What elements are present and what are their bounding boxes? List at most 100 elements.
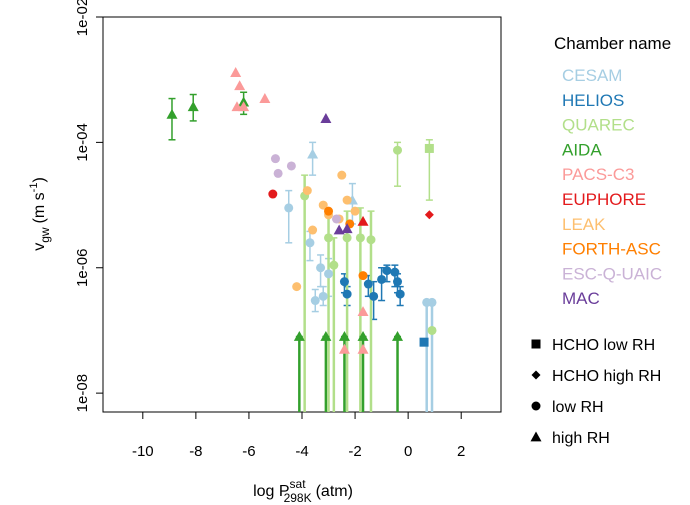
legend-entry: LEAK: [562, 215, 606, 234]
x-tick-label: 2: [457, 443, 465, 460]
data-point: [395, 289, 405, 299]
legend-shape-label: HCHO high RH: [552, 368, 661, 385]
x-axis: -10 -8 -6 -4 -2 0 2: [132, 412, 465, 460]
legend-shape-marker: [531, 370, 541, 380]
data-point: [357, 215, 369, 226]
data-point: [316, 263, 326, 273]
data-point: [305, 238, 315, 248]
y-axis-title: vgw(m s-1): [28, 177, 52, 251]
data-point: [308, 225, 318, 235]
data-point: [259, 93, 271, 103]
data-point: [187, 101, 199, 112]
legend-entry: ESC-Q-UAIC: [562, 264, 662, 283]
x-tick-label: -4: [295, 443, 308, 460]
data-point: [324, 269, 334, 279]
data-point: [238, 101, 250, 112]
data-point: [339, 277, 349, 287]
data-point: [320, 331, 332, 341]
data-point: [331, 214, 341, 224]
data-point: [270, 154, 280, 164]
legend-entry: MAC: [562, 289, 600, 308]
data-point: [302, 186, 312, 196]
plot-frame: [102, 16, 502, 413]
x-axis-title: log Psat 298K (atm): [253, 477, 353, 505]
data-point: [333, 224, 345, 235]
data-point: [338, 331, 350, 341]
data-point: [357, 343, 369, 354]
legend: Chamber name: [554, 34, 671, 53]
data-point: [307, 148, 319, 159]
y-tick-label: 1e-02: [74, 0, 91, 36]
legend-entry: CESAM: [562, 66, 622, 85]
legend-title: Chamber name: [554, 34, 671, 53]
data-point: [337, 170, 347, 180]
data-point: [342, 233, 352, 243]
data-point: [234, 80, 246, 91]
data-point: [390, 267, 400, 277]
data-point: [320, 113, 332, 123]
data-point: [342, 289, 352, 299]
legend-shape-marker: [531, 339, 541, 349]
data-point: [318, 291, 328, 301]
data-point: [366, 235, 376, 245]
data-point: [324, 233, 334, 243]
data-point: [318, 200, 328, 210]
data-point: [393, 277, 403, 287]
data-point: [357, 331, 369, 341]
data-point: [273, 168, 283, 178]
data-point: [284, 203, 294, 213]
data-points: [166, 67, 437, 354]
legend-entry: AIDA: [562, 140, 602, 159]
data-point: [338, 343, 350, 354]
legend-shape-label: high RH: [552, 430, 610, 447]
data-point: [292, 282, 302, 292]
x-tick-label: -2: [348, 443, 361, 460]
legend-entry: EUPHORE: [562, 190, 646, 209]
data-point: [342, 195, 352, 205]
data-point: [230, 67, 242, 77]
y-tick-label: 1e-06: [74, 249, 91, 287]
legend-shape-marker: [530, 431, 542, 442]
data-point: [393, 145, 403, 155]
data-point: [357, 306, 369, 316]
data-point: [286, 161, 296, 171]
data-point: [419, 337, 429, 347]
data-point: [392, 331, 404, 341]
y-tick-label: 1e-08: [74, 374, 91, 412]
legend-entry: HELIOS: [562, 91, 624, 110]
legend-entry: QUAREC: [562, 116, 635, 135]
data-point: [363, 279, 373, 289]
data-point: [358, 271, 368, 281]
data-point: [329, 260, 339, 270]
data-point: [293, 331, 305, 341]
data-point: [369, 291, 379, 301]
data-point: [377, 274, 387, 284]
x-tick-label: 0: [404, 443, 412, 460]
data-point: [382, 266, 392, 276]
data-point: [166, 108, 178, 119]
data-point: [324, 206, 334, 216]
x-tick-label: -8: [189, 443, 202, 460]
data-point: [424, 210, 434, 220]
data-point: [310, 296, 320, 306]
data-point: [424, 143, 434, 153]
legend-entry: FORTH-ASC: [562, 240, 661, 259]
data-point: [341, 223, 353, 234]
y-axis: 1e-08 1e-06 1e-04 1e-02: [74, 0, 103, 412]
data-point: [427, 297, 437, 307]
legend-entry: PACS-C3: [562, 165, 634, 184]
legend-shape-label: HCHO low RH: [552, 337, 655, 354]
data-point: [350, 206, 360, 216]
x-tick-label: -6: [242, 443, 255, 460]
legend-shapes: HCHO low RH HCHO high RH low RH high RH: [530, 337, 661, 447]
data-point: [427, 325, 437, 335]
x-tick-label: -10: [132, 443, 154, 460]
y-tick-label: 1e-04: [74, 123, 91, 161]
error-bars: [168, 91, 436, 412]
legend-entries: CESAM HELIOS QUAREC AIDA PACS-C3 EUPHORE LEAK F…: [562, 66, 662, 308]
legend-shape-label: low RH: [552, 399, 604, 416]
data-point: [268, 189, 278, 199]
legend-shape-marker: [531, 401, 541, 411]
data-point: [355, 233, 365, 243]
